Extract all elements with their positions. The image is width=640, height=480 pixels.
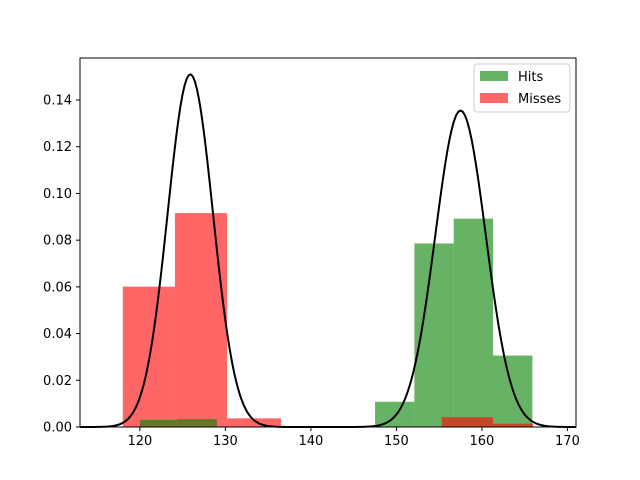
histogram-bars: [122, 213, 534, 427]
legend-label-hits: Hits: [518, 70, 543, 85]
hits-bar: [375, 401, 415, 427]
misses-bar: [227, 418, 281, 427]
plot-frame: [79, 57, 577, 428]
y-tick-label: 0.12: [43, 140, 72, 155]
x-tick-label: 140: [298, 434, 323, 449]
y-tick-label: 0.04: [43, 327, 72, 342]
hits-overlap-bar: [441, 417, 494, 427]
legend-swatch-hits: [480, 71, 508, 81]
misses-overlap-bar: [139, 419, 177, 427]
hits-bar: [453, 218, 494, 427]
x-tick-label: 170: [555, 434, 580, 449]
y-tick-label: 0.08: [43, 234, 72, 249]
y-tick-label: 0.14: [43, 94, 72, 109]
x-axis-ticks: 120 130 140 150 160 170: [127, 427, 580, 449]
legend-swatch-misses: [480, 93, 508, 103]
x-tick-label: 160: [470, 434, 495, 449]
legend-label-misses: Misses: [518, 92, 561, 107]
y-tick-label: 0.06: [43, 280, 72, 295]
x-tick-label: 130: [213, 434, 238, 449]
hits-overlap-bar: [493, 423, 534, 427]
legend: Hits Misses: [473, 63, 571, 113]
misses-bar: [174, 213, 228, 427]
y-tick-label: 0.10: [43, 187, 72, 202]
misses-overlap-bar: [176, 419, 217, 427]
y-tick-label: 0.00: [43, 421, 72, 436]
x-tick-label: 150: [384, 434, 409, 449]
y-tick-label: 0.02: [43, 374, 72, 389]
y-axis-ticks: 0.00 0.02 0.04 0.06 0.08 0.10 0.12 0.14: [43, 94, 80, 436]
x-tick-label: 120: [127, 434, 152, 449]
